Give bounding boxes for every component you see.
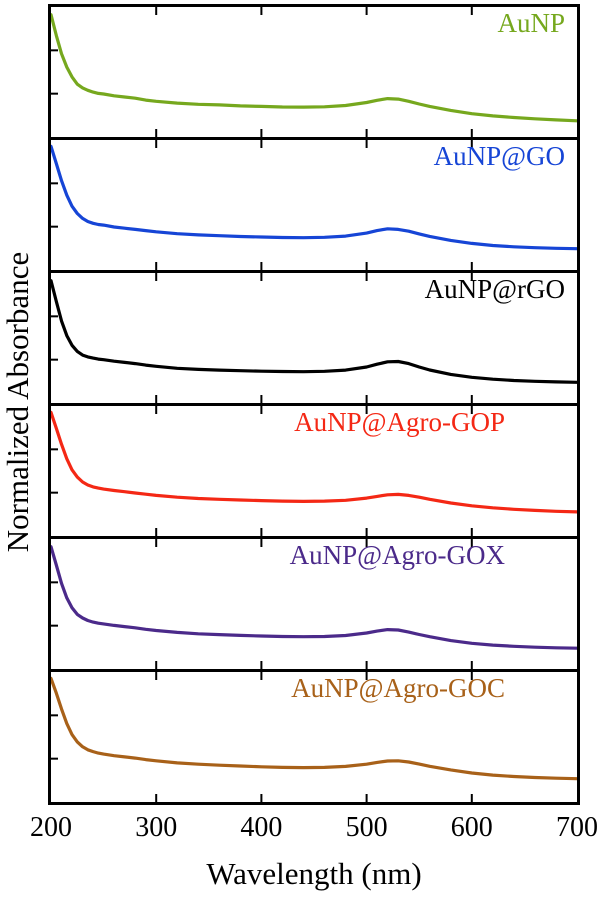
panel-aunp-agro-gop: AuNP@Agro-GOP [51,406,577,539]
panel-aunp-rgo: AuNP@rGO [51,273,577,406]
x-tick-500: 500 [345,812,388,843]
spectrum-curve-aunp [51,7,577,137]
y-axis-label: Normalized Absorbance [0,251,35,553]
x-tick-400: 400 [240,812,283,843]
panel-aunp-go: AuNP@GO [51,140,577,273]
x-tick-200: 200 [30,812,72,843]
spectrum-curve-aunp-agro-goc [51,672,577,802]
x-tick-600: 600 [450,812,493,843]
series-label-aunp-agro-gox: AuNP@Agro-GOX [289,540,505,570]
series-label-aunp: AuNP [497,8,565,38]
x-tick-700: 700 [556,812,598,843]
series-label-aunp-go: AuNP@GO [433,141,565,171]
spectrum-curve-aunp-go [51,140,577,270]
plot-area: AuNP AuNP@GO AuNP@rGO AuNP@Agro-GOP AuNP… [48,4,580,805]
panel-aunp: AuNP [51,7,577,140]
series-label-aunp-agro-goc: AuNP@Agro-GOC [291,673,505,703]
spectrum-curve-aunp-agro-gox [51,539,577,669]
spectrum-curve-aunp-rgo [51,273,577,403]
series-label-aunp-rgo: AuNP@rGO [424,274,565,304]
spectrum-curve-aunp-agro-gop [51,406,577,536]
panel-aunp-agro-gox: AuNP@Agro-GOX [51,539,577,672]
x-tick-labels: 200 300 400 500 600 700 [0,812,605,846]
x-tick-300: 300 [135,812,178,843]
series-label-aunp-agro-gop: AuNP@Agro-GOP [294,407,505,437]
x-axis-label: Wavelength (nm) [206,856,422,891]
panel-aunp-agro-goc: AuNP@Agro-GOC [51,672,577,802]
